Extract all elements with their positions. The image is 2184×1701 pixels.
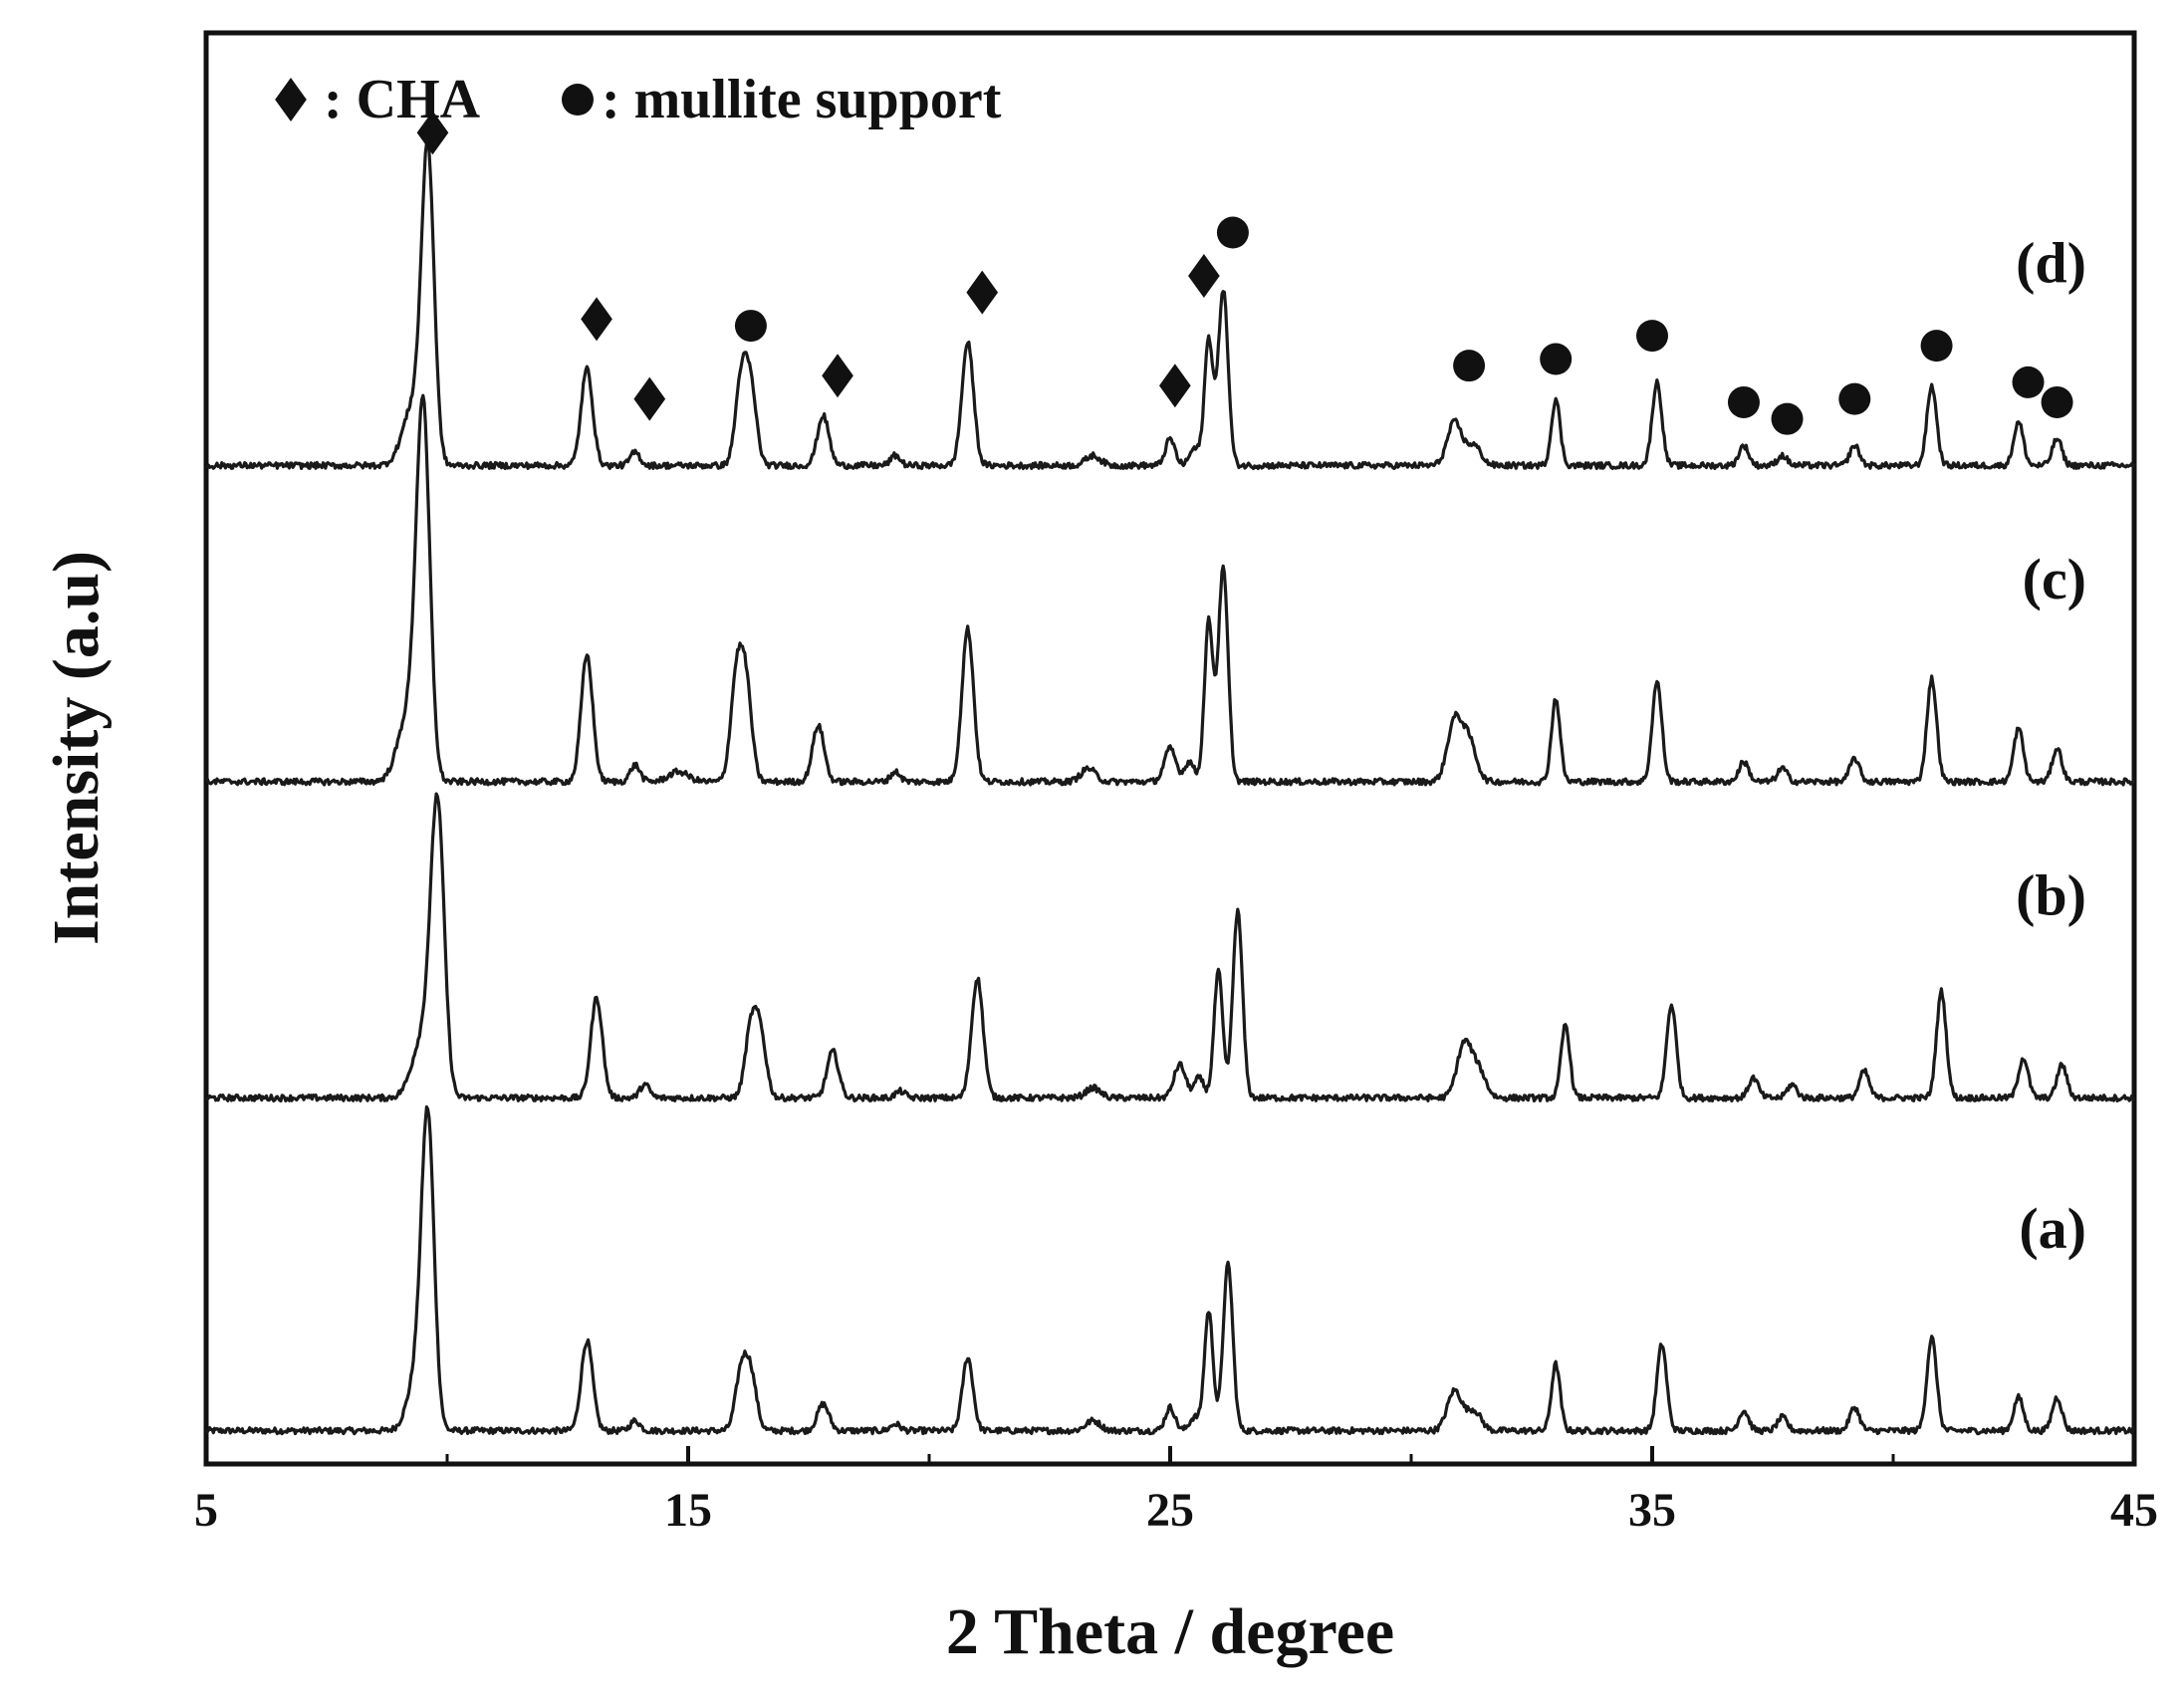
- x-tick-label-4: 45: [2110, 1484, 2158, 1537]
- circle-marker-3: [734, 310, 767, 343]
- x-tick-label-1: 15: [664, 1484, 712, 1537]
- circle-marker-16: [2012, 365, 2045, 398]
- circle-marker-12: [1727, 385, 1760, 418]
- series-line-2: [204, 393, 2136, 787]
- legend: : CHA : mullite support: [275, 69, 1002, 130]
- series-label-3: (d): [2016, 231, 2086, 296]
- y-axis-title: Intensity (a.u): [40, 551, 113, 945]
- circle-marker-14: [1838, 382, 1871, 415]
- diamond-marker-4: [822, 354, 853, 398]
- series-label-1: (b): [2016, 863, 2086, 928]
- x-axis-title: 2 Theta / degree: [946, 1595, 1394, 1668]
- diamond-marker-2: [633, 376, 666, 421]
- series-line-1: [205, 792, 2136, 1102]
- x-tick-label-0: 5: [194, 1484, 218, 1537]
- diamond-marker-0: [416, 111, 449, 155]
- circle-marker-10: [1540, 343, 1573, 375]
- diamond-marker-6: [1159, 364, 1191, 408]
- series-line-0: [204, 1104, 2136, 1436]
- series-layer: (a) (b) (c) (d): [204, 141, 2136, 1436]
- circle-marker-13: [1771, 402, 1804, 435]
- legend-label-cha: : CHA: [324, 69, 481, 130]
- legend-circle-icon: [562, 84, 594, 116]
- peak-markers: [416, 111, 2073, 435]
- x-tick-label-3: 35: [1628, 1484, 1676, 1537]
- x-tick-label-2: 25: [1146, 1484, 1194, 1537]
- legend-diamond-icon: [275, 78, 307, 122]
- diamond-marker-7: [1188, 253, 1220, 298]
- legend-label-mullite: : mullite support: [602, 69, 1002, 130]
- circle-marker-15: [1920, 330, 1953, 363]
- series-label-0: (a): [2019, 1196, 2086, 1261]
- circle-marker-17: [2041, 385, 2073, 418]
- circle-marker-11: [1636, 320, 1668, 353]
- diamond-marker-5: [966, 270, 999, 315]
- diamond-marker-1: [581, 297, 612, 342]
- series-line-3: [205, 141, 2136, 470]
- circle-marker-9: [1453, 350, 1486, 382]
- series-label-2: (c): [2023, 547, 2086, 611]
- circle-marker-8: [1216, 216, 1249, 249]
- x-axis-ticks: 5 15 25 35 45: [194, 1446, 2158, 1537]
